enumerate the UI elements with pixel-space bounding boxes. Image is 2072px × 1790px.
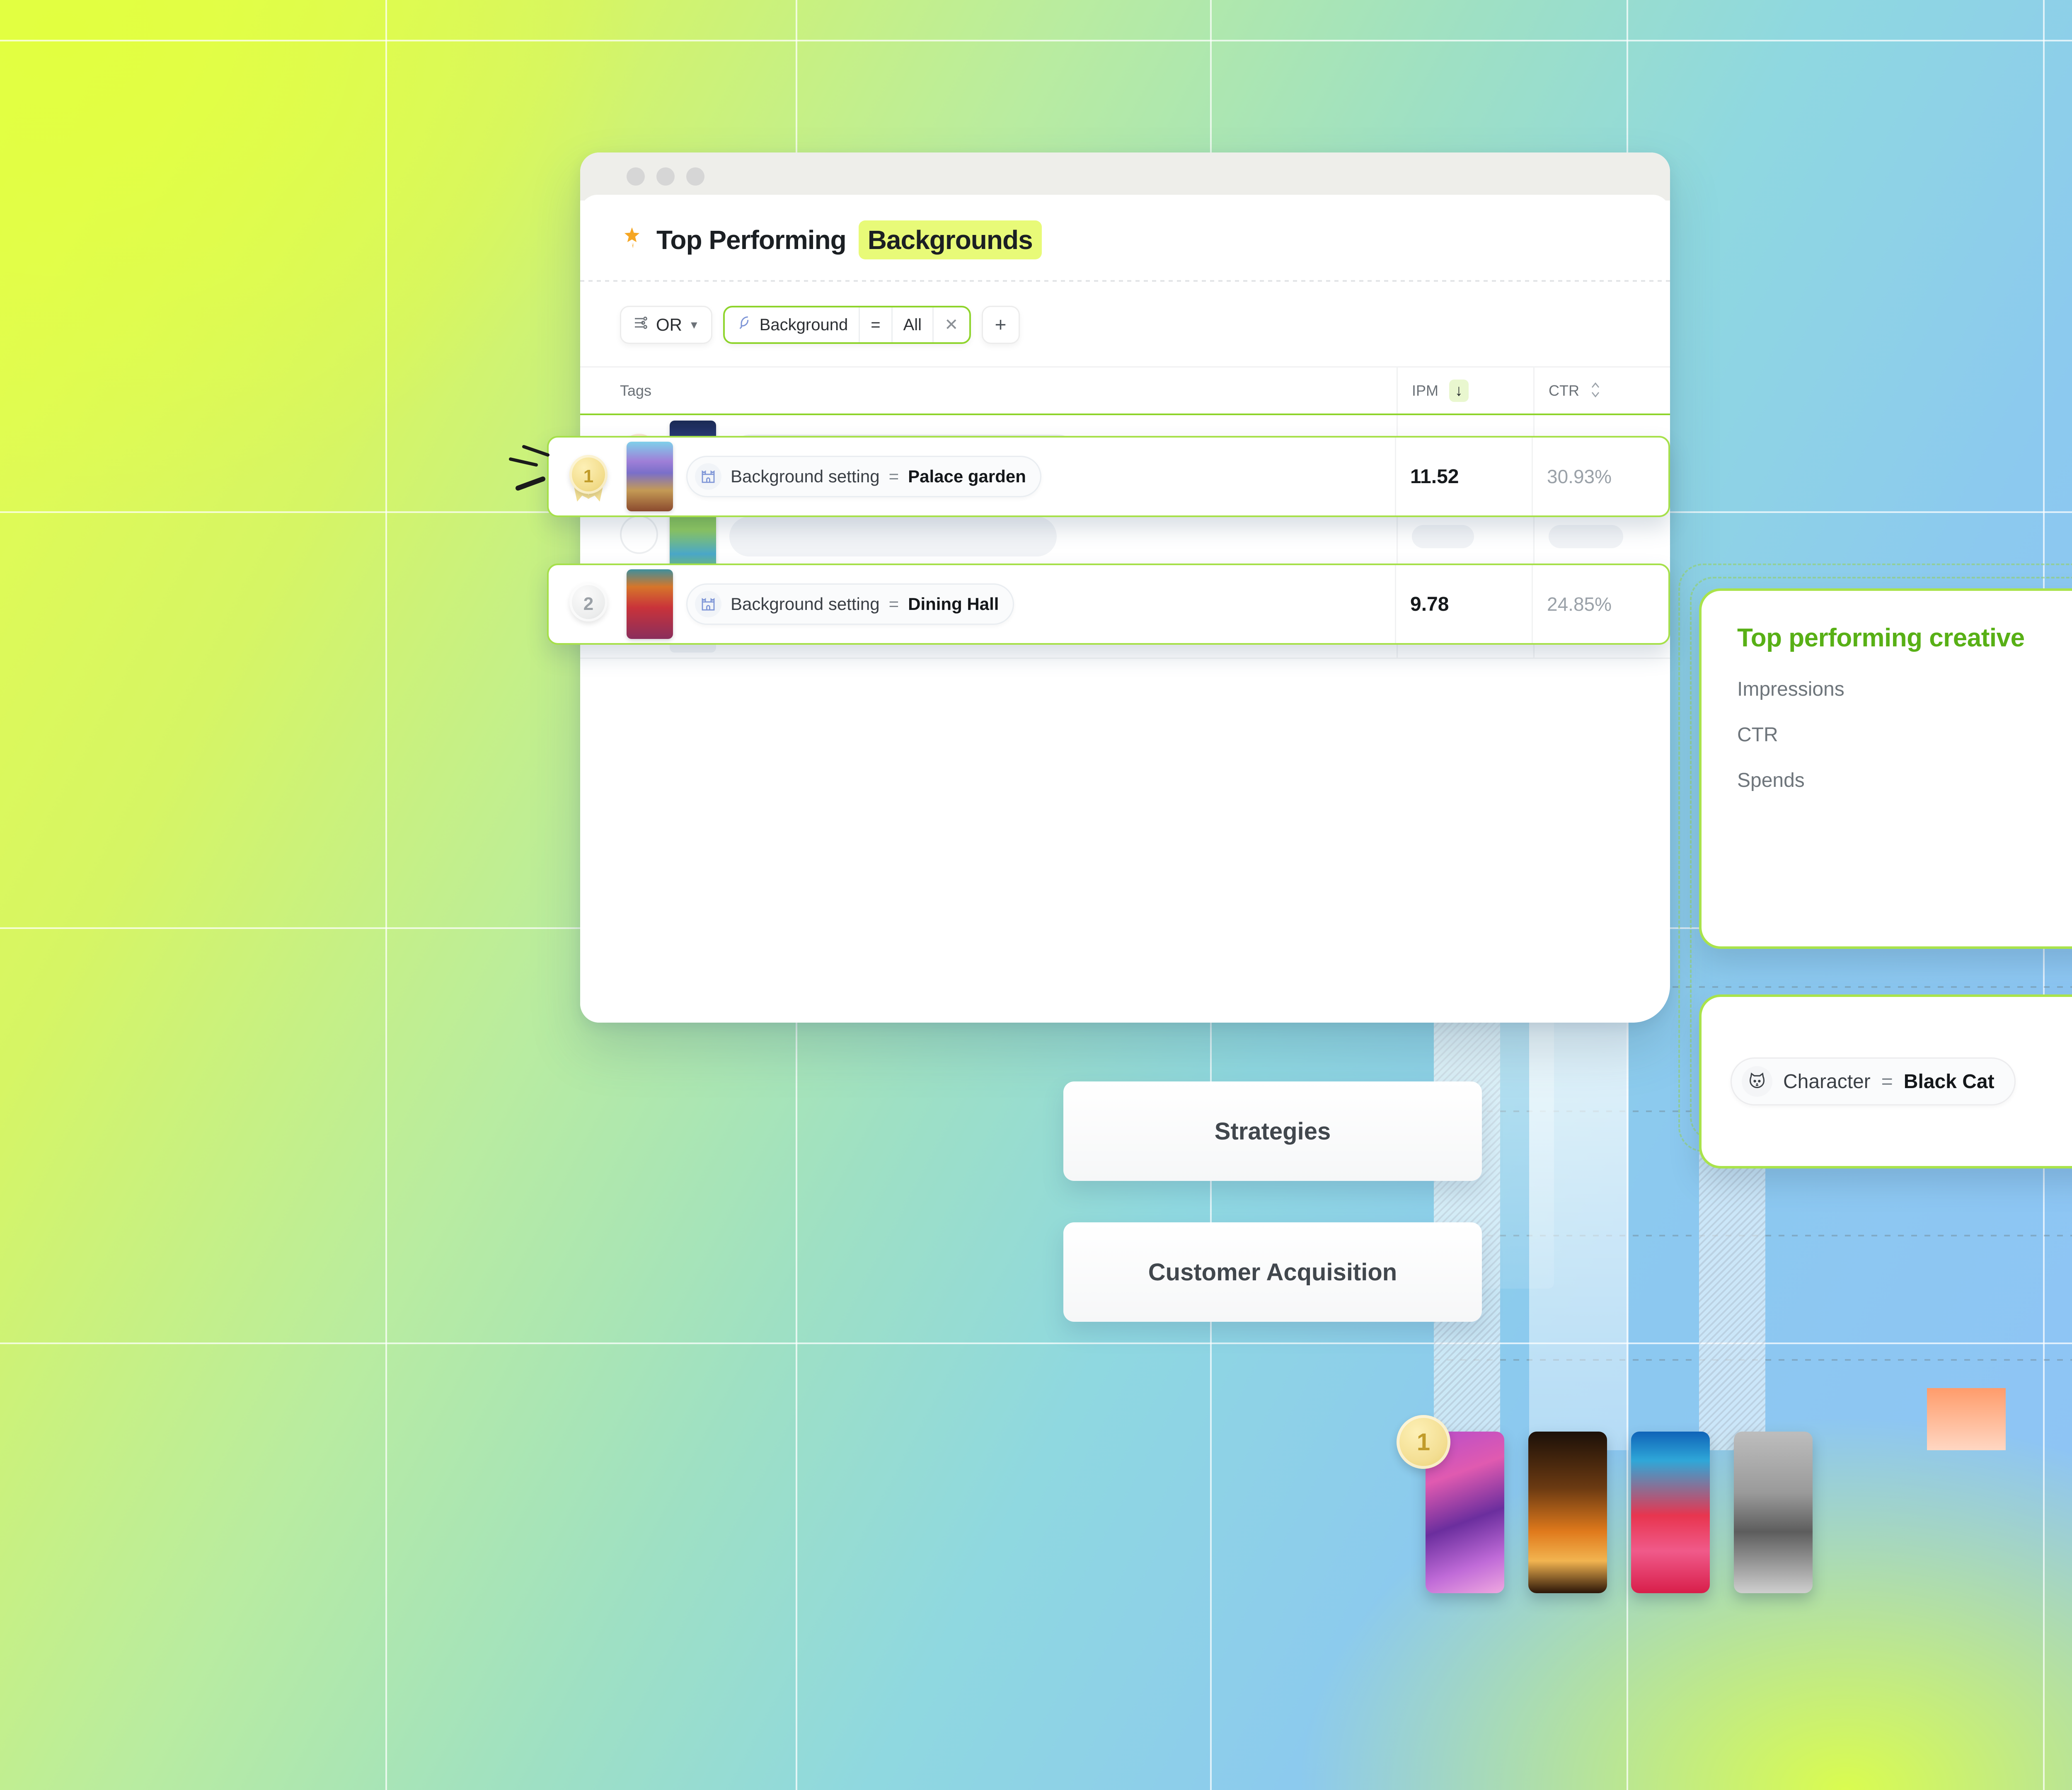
metric-value-spends: $2.96(+12.74%) [1953,768,2072,792]
character-tag-pill[interactable]: Character = Black Cat [1731,1057,2016,1105]
sort-toggle-icon[interactable] [1590,381,1601,400]
row-ctr-value: 30.93% [1532,438,1668,515]
tag-pill-label: Background setting [731,594,880,614]
page-title-prefix: Top Performing [656,225,847,255]
filter-lines-icon [633,314,649,335]
filter-chip[interactable]: Background = All ✕ [723,306,971,344]
tag-pill-value: Palace garden [908,467,1026,486]
creative-thumbnail-assassin[interactable] [1734,1432,1813,1593]
rank-placeholder [620,515,658,558]
tag-pill-value: Dining Hall [908,594,999,614]
table-row-highlighted-2[interactable]: 2 Background setting = Dining Hall 9.78 … [547,564,1670,645]
strategies-button[interactable]: Strategies [1063,1081,1482,1181]
row-ipm-value: 9.78 [1395,565,1532,643]
column-header-ctr-label: CTR [1549,382,1579,399]
filter-chip-field-segment[interactable]: Background [725,307,860,342]
cat-icon [1742,1066,1772,1097]
metric-value-impressions: 809,900 (+21.05%) [1953,677,2072,701]
column-header-ipm[interactable]: IPM ↓ [1397,368,1533,414]
row-ctr-value: 24.85% [1532,565,1668,643]
filter-chip-value[interactable]: All [893,307,934,342]
filter-logic-button[interactable]: OR ▼ [620,306,712,344]
character-card: Character = Black Cat 20 Creatives +21.0… [1699,994,2072,1168]
window-dot-minimize[interactable] [656,167,675,186]
metric-value-ctr: 2.96%(+15.09%) [1953,722,2072,746]
tag-pill-operator: = [888,467,899,486]
top-performing-creative-card: Top performing creative Impressions 809,… [1699,588,2072,949]
row-ipm-value [1397,496,1533,576]
table-row-highlighted-1[interactable]: 1 Background setting = Palace garden 11.… [547,436,1670,517]
row-tags-cell: Background setting = Palace garden [627,442,1395,511]
creative-card-title: Top performing creative [1737,624,2025,652]
rank-coin-1: 1 [1397,1415,1450,1469]
column-header-ipm-label: IPM [1412,382,1439,399]
creative-metric-row: Spends $2.96(+12.74%) [1737,768,2072,792]
tag-skeleton [729,516,1057,556]
tag-pill-label: Background setting [731,467,880,486]
page-title: Top Performing Backgrounds [580,195,1670,280]
filter-bar: OR ▼ Background = All ✕ + [580,282,1670,366]
page-title-highlight: Backgrounds [858,220,1042,259]
metric-label-ctr: CTR [1737,724,1778,746]
filter-chip-field-label: Background [759,315,848,334]
window-titlebar [580,152,1670,201]
creative-thumbnail-halloween[interactable] [1528,1432,1607,1593]
window-dot-close[interactable] [627,167,645,186]
creative-thumbnail[interactable] [627,442,673,511]
row-ctr-value [1533,496,1670,576]
title-divider [580,280,1670,282]
filter-logic-label: OR [656,315,682,334]
metric-label-impressions: Impressions [1737,678,1844,700]
castle-icon [695,463,721,490]
creative-thumbnail-strip [1426,1432,1813,1593]
tag-pill-operator: = [888,594,899,614]
character-pill-operator: = [1881,1070,1893,1093]
row-ipm-value: 11.52 [1395,438,1532,515]
tag-feather-icon [736,314,753,336]
rank-medal-1: 1 [569,455,608,498]
creative-thumbnail-ads-burst[interactable] [1631,1432,1710,1593]
filter-chip-operator[interactable]: = [860,307,893,342]
column-header-ctr[interactable]: CTR [1533,368,1670,414]
add-filter-button[interactable]: + [981,306,1020,344]
metric-label-spends: Spends [1737,769,1805,791]
castle-icon [695,591,721,617]
creative-metric-row: CTR 2.96%(+15.09%) [1737,722,2072,746]
chevron-down-icon: ▼ [689,318,700,331]
creative-metric-row: Impressions 809,900 (+21.05%) [1737,677,2072,701]
filter-chip-remove-icon[interactable]: ✕ [944,316,959,334]
window-dot-maximize[interactable] [686,167,704,186]
rank-medal-2: 2 [569,583,608,626]
sort-desc-icon[interactable]: ↓ [1449,379,1469,402]
spark-lines-icon [506,439,577,535]
column-header-tags[interactable]: Tags [620,382,652,399]
row-tags-cell: Background setting = Dining Hall [627,569,1395,639]
table-header-row: Tags IPM ↓ CTR [580,366,1670,415]
tag-pill[interactable]: Background setting = Palace garden [686,456,1041,497]
character-pill-value: Black Cat [1903,1070,1995,1093]
creative-thumbnail[interactable] [627,569,673,639]
sparkle-burst-icon [620,226,644,254]
tag-pill[interactable]: Background setting = Dining Hall [686,583,1014,625]
character-pill-label: Character [1783,1070,1871,1093]
customer-acquisition-button[interactable]: Customer Acquisition [1063,1222,1482,1322]
